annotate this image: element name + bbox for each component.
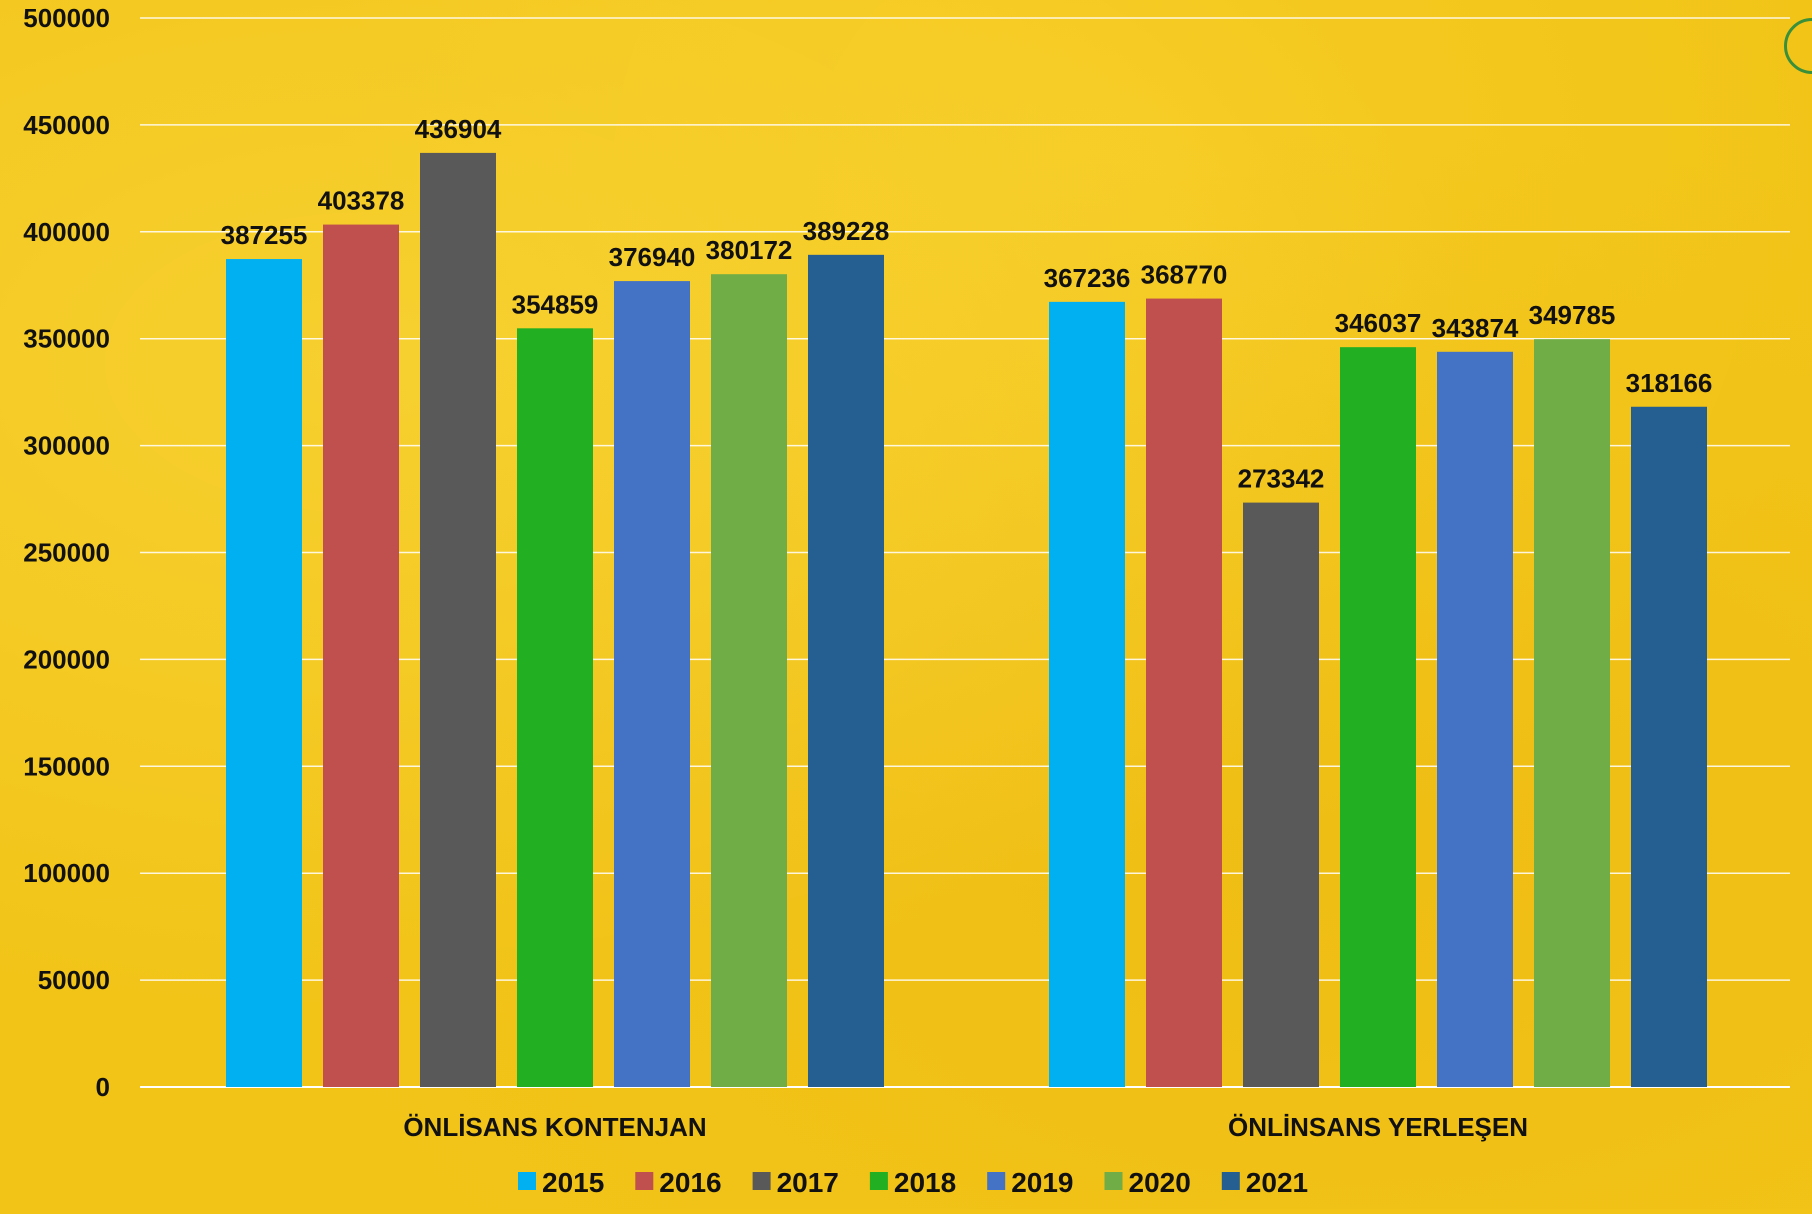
legend-label: 2019 <box>1011 1167 1073 1198</box>
y-tick-label: 100000 <box>23 858 110 888</box>
bar-2020 <box>1534 339 1610 1087</box>
legend-swatch-2017 <box>752 1172 771 1190</box>
legend: 2015 2016 2017 2018 2019 2020 2021 <box>518 1167 1308 1198</box>
bar-2018 <box>517 328 593 1087</box>
category-label: ÖNLİSANS KONTENJAN <box>403 1112 706 1142</box>
bar-2020 <box>711 274 787 1087</box>
legend-swatch-2020 <box>1104 1172 1123 1190</box>
data-label: 346037 <box>1335 308 1422 338</box>
bar-2015 <box>226 259 302 1087</box>
legend-label: 2015 <box>542 1167 604 1198</box>
bar-2016 <box>323 224 399 1088</box>
legend-swatch-2016 <box>635 1172 654 1190</box>
category-labels: ÖNLİSANS KONTENJAN ÖNLİNSANS YERLEŞEN <box>403 1112 1528 1142</box>
y-tick-label: 50000 <box>38 965 110 995</box>
y-tick-label: 150000 <box>23 751 110 781</box>
legend-swatch-2015 <box>518 1172 536 1190</box>
data-label: 349785 <box>1529 300 1616 330</box>
data-label: 403378 <box>318 186 405 216</box>
data-label: 389228 <box>803 216 890 246</box>
bar-2019 <box>1437 351 1513 1088</box>
data-label: 368770 <box>1141 260 1228 290</box>
bar-2021 <box>1631 406 1707 1087</box>
legend-label: 2018 <box>894 1167 956 1198</box>
y-tick-label: 400000 <box>23 217 110 247</box>
data-label: 387255 <box>221 220 308 250</box>
bar-2019 <box>614 281 690 1087</box>
y-axis-tick-labels: 0 50000 100000 150000 200000 250000 300000 3500… <box>23 3 110 1102</box>
data-label: 273342 <box>1238 464 1325 494</box>
y-tick-label: 350000 <box>23 324 110 354</box>
bar-2015 <box>1049 301 1125 1087</box>
y-tick-label: 300000 <box>23 431 110 461</box>
data-label: 380172 <box>706 235 793 265</box>
y-tick-label: 0 <box>96 1072 110 1102</box>
bars <box>226 152 1707 1088</box>
data-label: 436904 <box>415 114 502 144</box>
y-tick-label: 200000 <box>23 644 110 674</box>
y-tick-label: 250000 <box>23 538 110 568</box>
bar-2017 <box>420 152 496 1088</box>
data-label: 354859 <box>512 289 599 319</box>
data-label: 376940 <box>609 242 696 272</box>
y-tick-label: 500000 <box>23 3 110 33</box>
legend-label: 2021 <box>1246 1167 1308 1198</box>
category-label: ÖNLİNSANS YERLEŞEN <box>1228 1112 1528 1142</box>
legend-label: 2016 <box>659 1167 721 1198</box>
legend-swatch-2021 <box>1221 1172 1240 1190</box>
bar-2021 <box>808 254 884 1087</box>
bar-2016 <box>1146 298 1222 1088</box>
data-label: 318166 <box>1626 368 1713 398</box>
gridlines <box>140 17 1790 1088</box>
y-tick-label: 450000 <box>23 110 110 140</box>
bar-2018 <box>1340 347 1416 1088</box>
data-label: 367236 <box>1044 263 1131 293</box>
data-label: 343874 <box>1432 313 1519 343</box>
legend-label: 2020 <box>1129 1167 1191 1198</box>
bar-2017 <box>1243 502 1319 1087</box>
legend-swatch-2019 <box>987 1172 1006 1190</box>
legend-label: 2017 <box>777 1167 839 1198</box>
legend-swatch-2018 <box>869 1172 888 1190</box>
data-labels: 387255 403378 436904 354859 376940 380172 3892… <box>221 114 1713 494</box>
